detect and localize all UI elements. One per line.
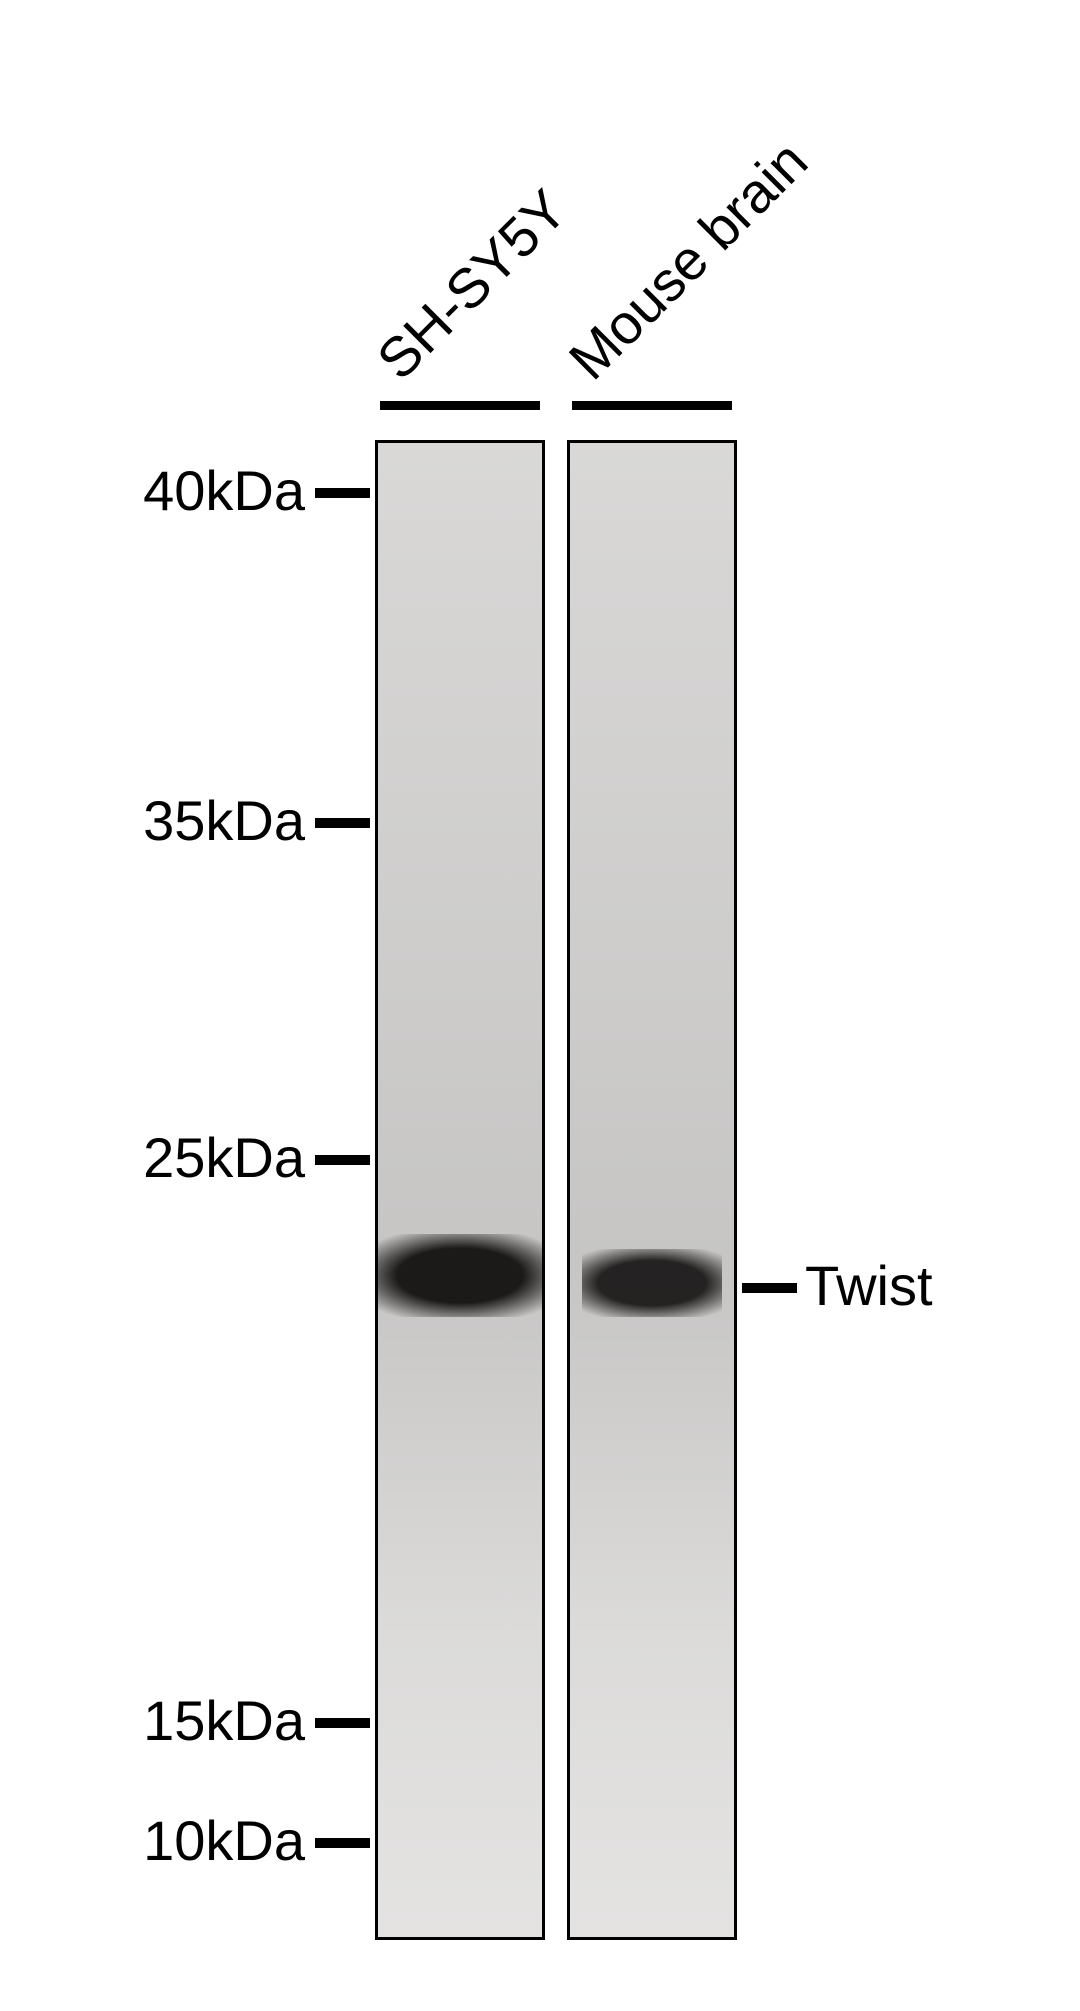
lane-label: Mouse brain bbox=[556, 128, 820, 392]
lane-underline bbox=[572, 401, 732, 410]
mw-label: 15kDa bbox=[0, 1688, 305, 1753]
mw-tick bbox=[315, 818, 370, 828]
protein-band bbox=[582, 1249, 721, 1317]
blot-canvas: SH-SY5YMouse brain 40kDa 35kDa 25kDa 15kDa 10… bbox=[0, 0, 1080, 2011]
lane-underline bbox=[380, 401, 540, 410]
blot-lane bbox=[375, 440, 545, 1940]
mw-tick bbox=[315, 488, 370, 498]
mw-label: 25kDa bbox=[0, 1125, 305, 1190]
mw-label: 35kDa bbox=[0, 788, 305, 853]
annotation-label: Twist bbox=[805, 1253, 933, 1318]
mw-label: 10kDa bbox=[0, 1808, 305, 1873]
protein-band bbox=[378, 1234, 542, 1317]
annotation-tick bbox=[742, 1283, 797, 1293]
mw-tick bbox=[315, 1155, 370, 1165]
blot-lane bbox=[567, 440, 737, 1940]
mw-label: 40kDa bbox=[0, 458, 305, 523]
mw-tick bbox=[315, 1718, 370, 1728]
lane-label: SH-SY5Y bbox=[364, 177, 579, 392]
mw-tick bbox=[315, 1838, 370, 1848]
